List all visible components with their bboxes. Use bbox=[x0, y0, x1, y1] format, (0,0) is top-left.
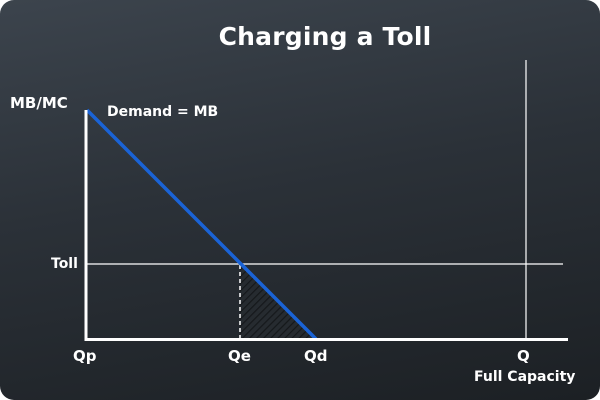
chart-title: Charging a Toll bbox=[218, 22, 432, 51]
qd-label: Qd bbox=[304, 347, 328, 365]
q-label: Q bbox=[517, 347, 530, 365]
qp-label: Qp bbox=[73, 347, 97, 365]
full-capacity-label: Full Capacity bbox=[474, 369, 576, 385]
toll-label: Toll bbox=[51, 256, 78, 272]
demand-curve bbox=[85, 108, 318, 341]
y-axis-label: MB/MC bbox=[10, 94, 68, 112]
demand-label: Demand = MB bbox=[107, 104, 219, 120]
qe-label: Qe bbox=[228, 347, 251, 365]
